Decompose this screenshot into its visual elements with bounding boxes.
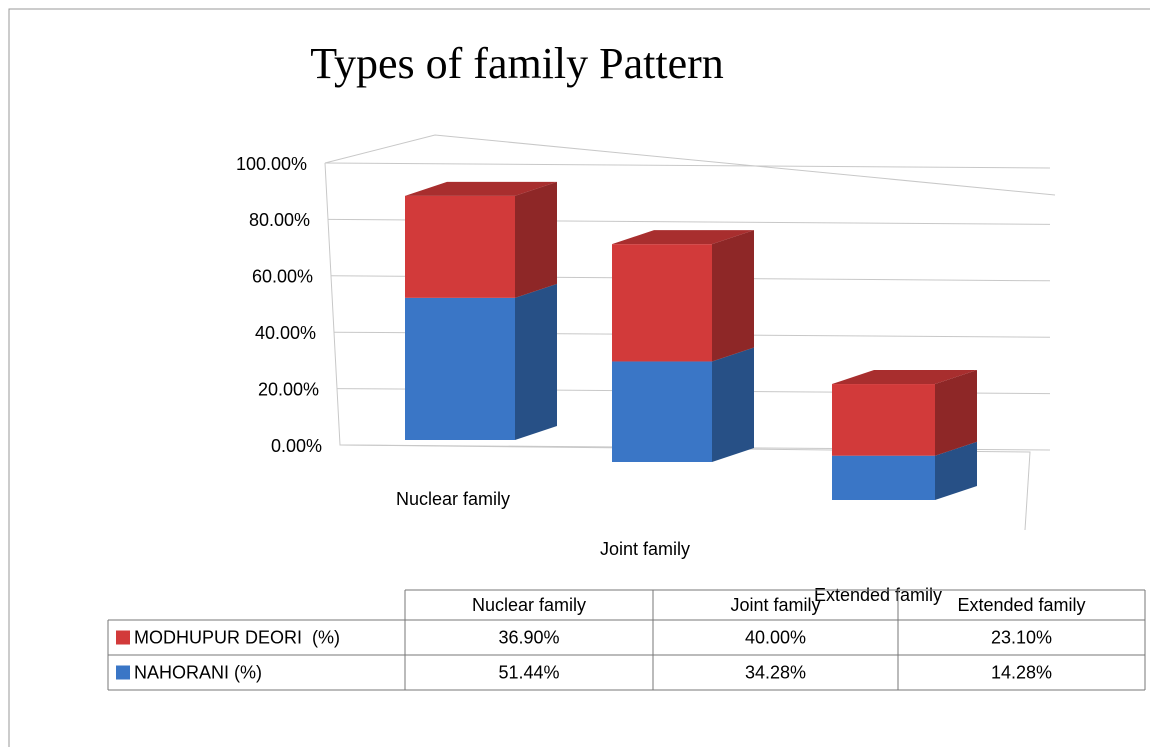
y-tick-label: 0.00% — [271, 436, 322, 456]
frame — [8, 8, 1150, 747]
table-cell: 40.00% — [745, 627, 806, 647]
bar-side — [935, 441, 977, 500]
y-tick-label: 60.00% — [252, 267, 313, 287]
x-tick-label: Extended family — [814, 585, 942, 605]
y-tick-label: 100.00% — [236, 154, 307, 174]
bar-top — [405, 181, 557, 196]
table-cell: 23.10% — [991, 627, 1052, 647]
y-tick-label: 80.00% — [249, 210, 310, 230]
bar-side — [712, 347, 754, 462]
y-tick-label: 20.00% — [258, 379, 319, 399]
table-header: Extended family — [957, 595, 1085, 615]
bar-side — [712, 230, 754, 362]
bar — [405, 297, 515, 440]
bar — [832, 455, 935, 500]
table-cell: 14.28% — [991, 662, 1052, 682]
chart-title: Types of family Pattern — [310, 39, 724, 88]
table-cell: 34.28% — [745, 662, 806, 682]
bar-top — [832, 370, 977, 385]
bar — [612, 361, 712, 462]
bar — [612, 244, 712, 362]
legend-label: NAHORANI (%) — [134, 662, 262, 682]
table-cell: 36.90% — [498, 627, 559, 647]
bar-side — [515, 283, 557, 440]
table-header: Nuclear family — [472, 595, 586, 615]
bar — [832, 384, 935, 456]
legend-swatch — [116, 665, 130, 680]
table-header: Joint family — [730, 595, 820, 615]
bar — [405, 195, 515, 298]
legend-label: MODHUPUR DEORI (%) — [134, 627, 340, 647]
bar-side — [935, 370, 977, 456]
wall-edge — [324, 134, 1056, 196]
legend-swatch — [116, 630, 130, 645]
grid-line — [324, 162, 1051, 169]
table-cell: 51.44% — [498, 662, 559, 682]
bar-top — [612, 230, 754, 245]
y-tick-label: 40.00% — [255, 323, 316, 343]
bar-side — [515, 181, 557, 298]
x-tick-label: Nuclear family — [396, 489, 510, 509]
x-tick-label: Joint family — [600, 539, 690, 559]
